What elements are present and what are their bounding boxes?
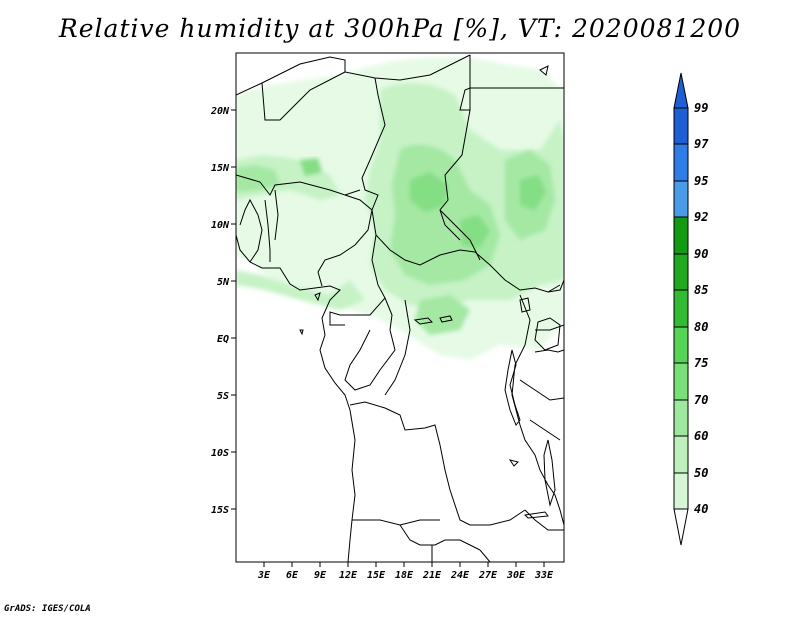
border-path: [439, 109, 471, 241]
humidity-region-strong-3: [236, 165, 280, 192]
colorbar-bottom-arrow: [673, 508, 689, 546]
colorbar-segment-90: [673, 216, 689, 255]
lon-label: 27E: [478, 570, 498, 581]
colorbar-label: 50: [694, 466, 708, 480]
lon-label: 30E: [506, 570, 526, 581]
colorbar-label: 70: [694, 393, 708, 407]
credit-text: GrADS: IGES/COLA: [4, 604, 91, 614]
border-path: [399, 524, 481, 551]
colorbar-segment-95: [673, 143, 689, 182]
lon-label: 15E: [367, 570, 386, 581]
humidity-region-deep-1: [410, 172, 448, 212]
country-borders: [236, 54, 564, 562]
border-path: [524, 509, 564, 531]
lat-label: 5S: [217, 391, 229, 402]
lon-label: 21E: [422, 570, 442, 581]
humidity-region-strong-4: [415, 295, 470, 335]
colorbar-label: 95: [694, 174, 708, 188]
border-path: [236, 54, 471, 96]
island-outline: [439, 315, 453, 323]
colorbar-segment-97: [673, 107, 689, 145]
border-path: [317, 194, 373, 287]
island-outline: [539, 65, 549, 76]
humidity-region-light-2: [236, 115, 280, 150]
colorbar-label: 80: [694, 320, 708, 334]
lon-label: 24E: [450, 570, 470, 581]
border-path: [459, 55, 564, 111]
island-outline: [299, 329, 304, 336]
border-path: [479, 549, 491, 562]
lat-label: 10S: [211, 448, 229, 459]
border-path: [534, 349, 564, 353]
lake-outline: [543, 439, 556, 507]
border-path: [519, 379, 564, 401]
border-path: [349, 401, 526, 526]
border-path: [384, 299, 411, 396]
humidity-region-deep-3: [520, 175, 546, 210]
lon-label: 9E: [314, 570, 327, 581]
colorbar-label: 75: [694, 356, 708, 370]
colorbar-segment-92: [673, 180, 689, 218]
colorbar-label: 90: [694, 247, 708, 261]
humidity-region-deep-4: [300, 158, 322, 176]
colorbar-label: 92: [694, 210, 708, 224]
lat-label: 20N: [210, 106, 230, 117]
border-path: [347, 409, 356, 562]
lon-label: 3E: [257, 570, 271, 581]
colorbar-segment-75: [673, 326, 689, 364]
map-frame: [235, 52, 565, 563]
colorbar-label: 99: [694, 101, 708, 115]
lat-label: 15N: [211, 163, 230, 174]
colorbar-label: 97: [694, 137, 709, 151]
lake-outline: [519, 297, 531, 313]
colorbar: [673, 72, 689, 546]
humidity-fill-layer: [236, 57, 564, 360]
border-path: [236, 174, 361, 196]
border-path: [439, 209, 481, 261]
island-outline: [523, 511, 549, 519]
lat-label: 10N: [211, 220, 230, 231]
colorbar-segment-85: [673, 253, 689, 291]
humidity-region-deep-2: [460, 215, 490, 248]
longitude-axis: [263, 562, 545, 567]
border-path: [352, 519, 440, 526]
lake-outline: [504, 349, 521, 426]
island-outline: [413, 317, 434, 325]
border-path: [371, 234, 393, 331]
border-path: [361, 77, 386, 236]
coastline-path: [236, 234, 351, 411]
colorbar-segment-60: [673, 399, 689, 437]
border-path: [329, 297, 386, 326]
border-path: [547, 279, 564, 293]
lon-label: 33E: [534, 570, 554, 581]
border-path: [239, 198, 263, 263]
lon-label: 18E: [395, 570, 414, 581]
border-path: [274, 189, 279, 241]
colorbar-label: 60: [694, 429, 708, 443]
lake-outline: [534, 317, 561, 351]
chart-title: Relative humidity at 300hPa [%], VT: 202…: [58, 14, 742, 43]
colorbar-top-arrow: [673, 72, 689, 109]
colorbar-label: 40: [694, 502, 708, 516]
border-path: [375, 234, 561, 293]
colorbar-segment-70: [673, 362, 689, 401]
colorbar-segment-40: [673, 472, 689, 510]
border-path: [344, 329, 396, 391]
island-outline: [314, 292, 321, 302]
lon-label: 6E: [286, 570, 299, 581]
border-path: [261, 71, 346, 121]
latitude-axis: [231, 109, 236, 510]
colorbar-segment-50: [673, 435, 689, 474]
border-path: [264, 199, 271, 262]
island-outline: [508, 459, 519, 467]
lon-label: 12E: [339, 570, 358, 581]
colorbar-segment-80: [673, 289, 689, 328]
lat-label: EQ: [217, 334, 229, 345]
border-path: [529, 419, 561, 441]
lat-label: 5N: [217, 277, 230, 288]
lat-label: 15S: [211, 505, 229, 516]
colorbar-label: 85: [694, 283, 708, 297]
